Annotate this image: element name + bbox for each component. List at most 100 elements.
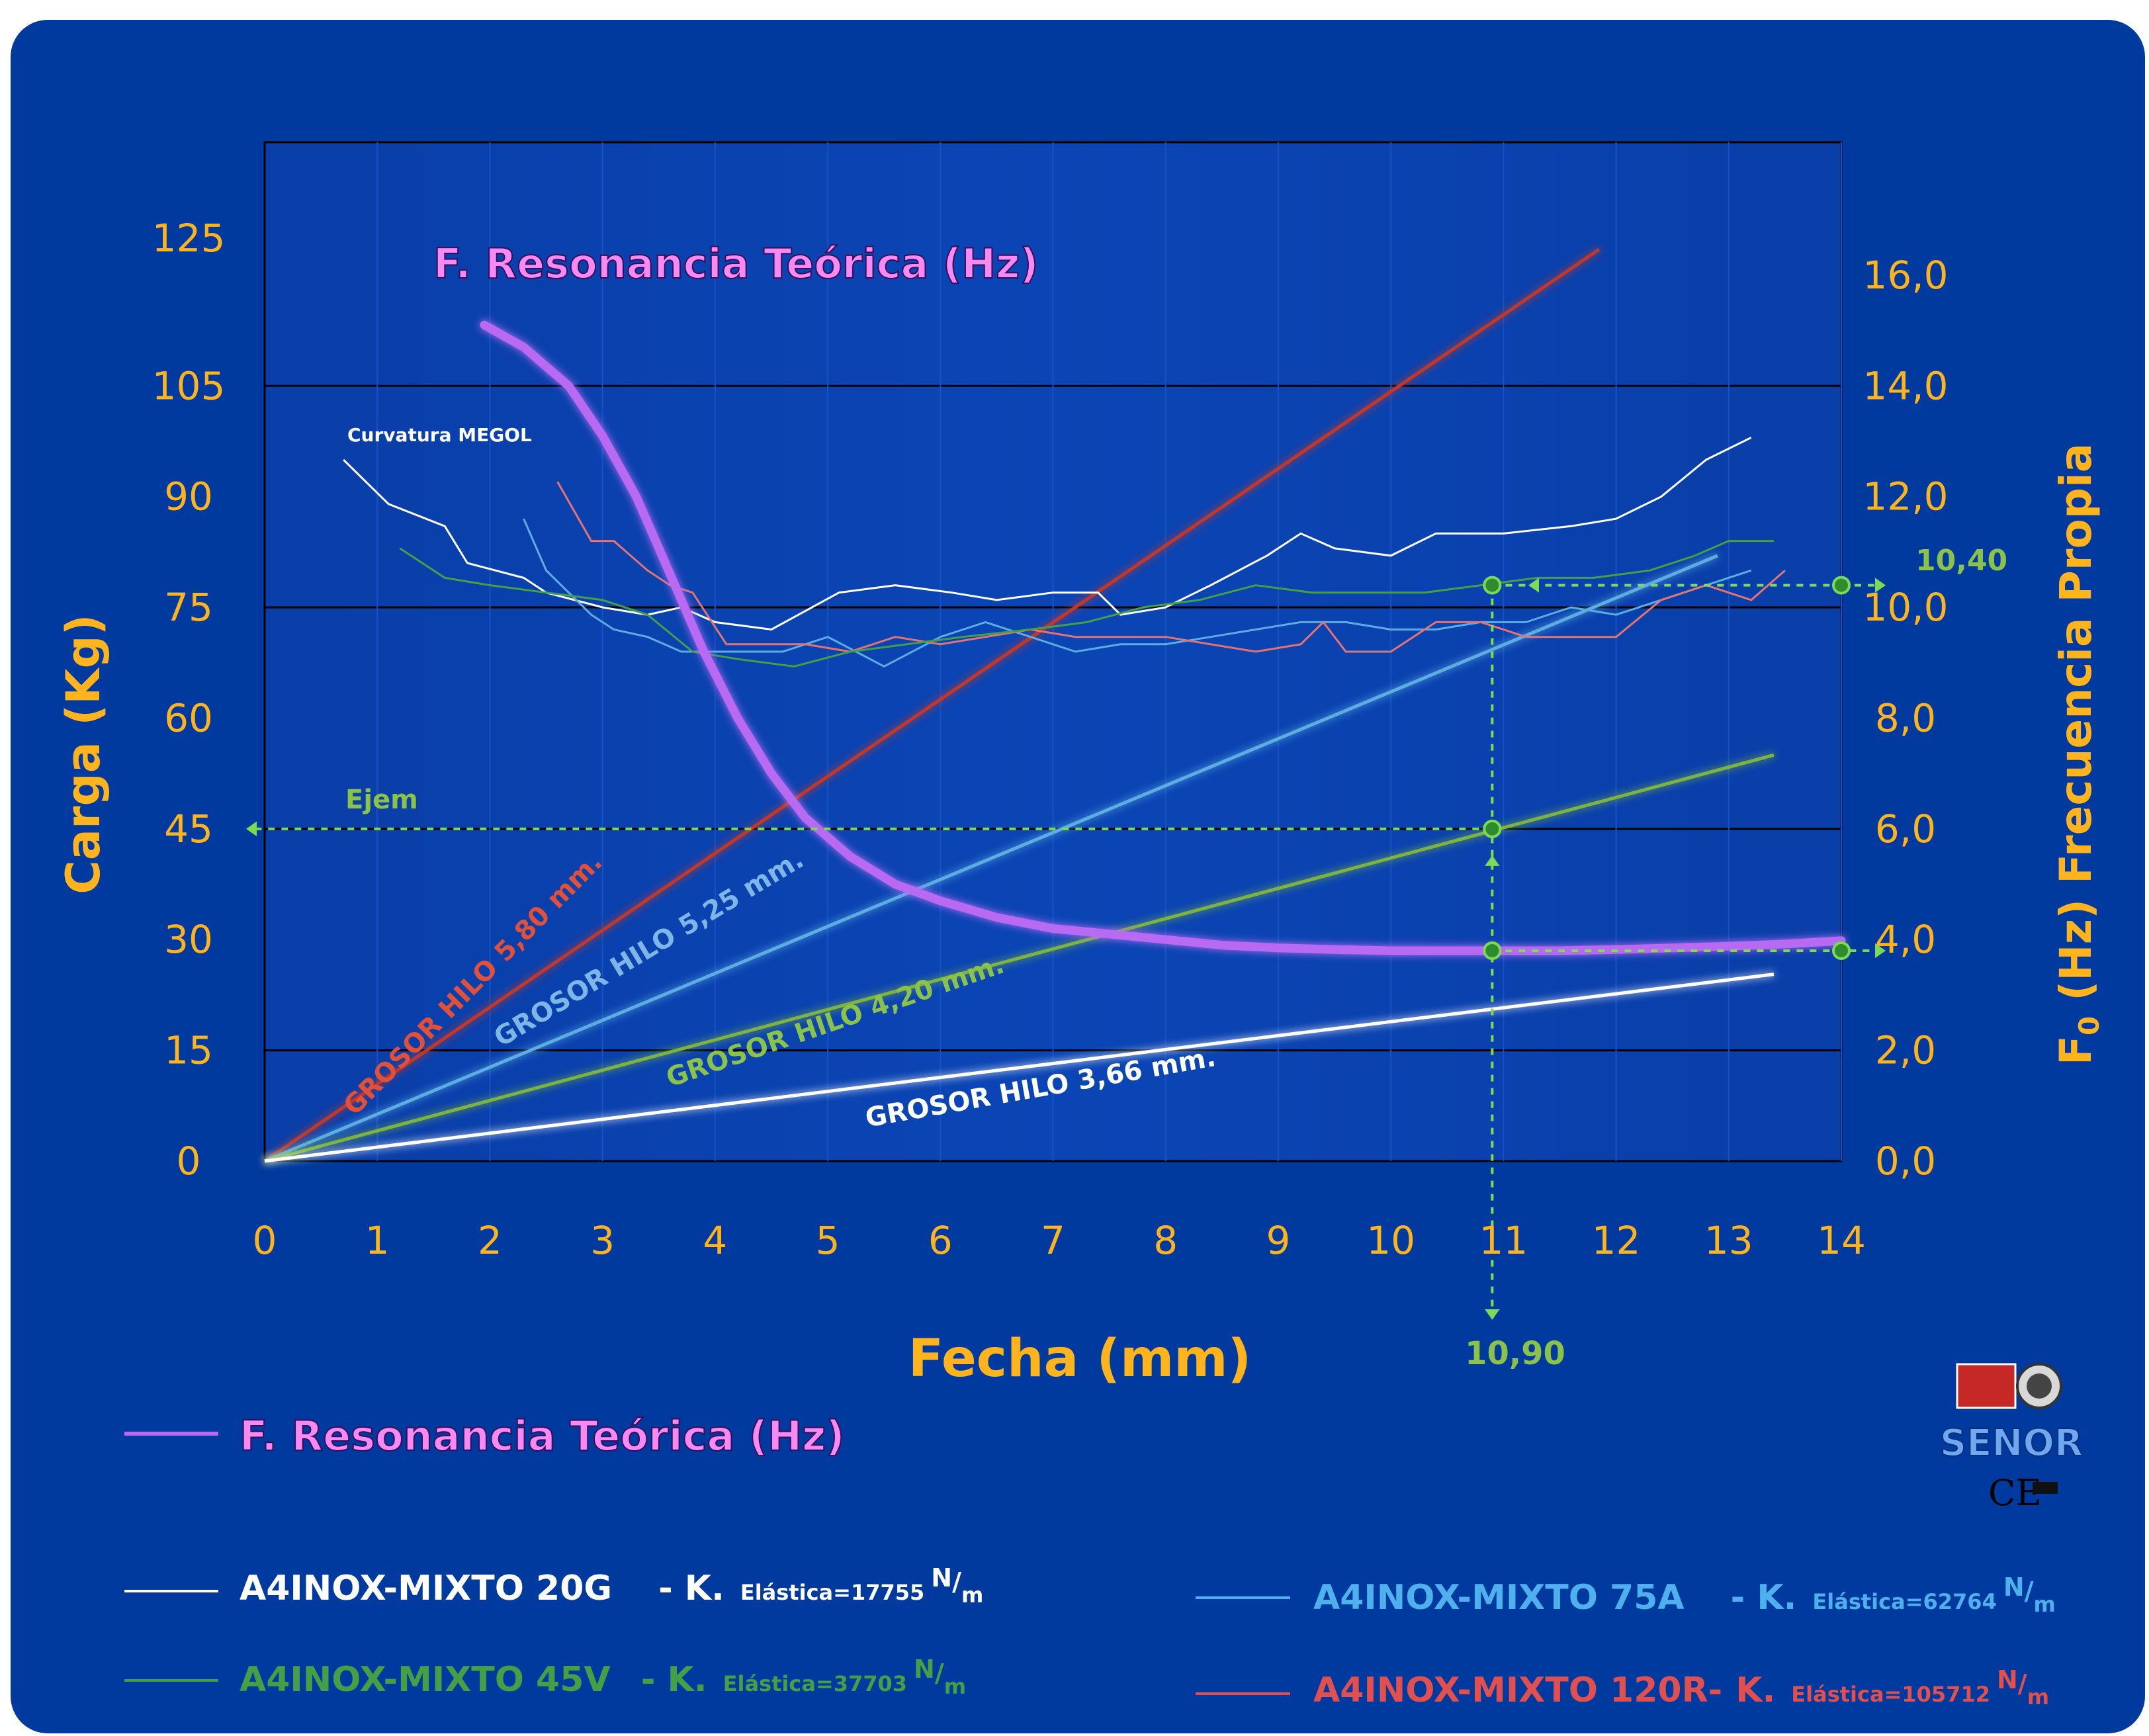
certification-logo: SENOR CE [1939,1363,2083,1514]
stiffness-line [263,247,1601,1163]
legend-unit-slash-120r: / [2018,1669,2027,1698]
y-right-tick-labels: 0,0 2,0 4,0 6,0 8,0 10,0 12,0 14,0 16,0 [1863,253,1948,1184]
legend-unit-sup-75a: N [2003,1573,2025,1602]
legend-unit-slash-20g: / [952,1567,961,1596]
legend-unit-sub-45v: m [944,1674,966,1699]
legend-k-45v: - K. [641,1660,707,1700]
y-right-tick-label: 10,0 [1863,585,1948,630]
curvature-line [523,518,1752,668]
x-tick-label: 9 [1266,1218,1290,1263]
legend-entry-75a: A4INOX-MIXTO 75A - K. Elástica=62764 N/m [1313,1573,2056,1618]
legend-name-45v: A4INOX-MIXTO 45V [240,1660,610,1700]
x-tick-label: 1 [365,1218,390,1263]
legend-name-120r: A4INOX-MIXTO 120R- [1313,1671,1722,1710]
y-right-tick-label: 6,0 [1875,806,1936,851]
legend-unit-sub-120r: m [2027,1684,2049,1710]
x-tick-label: 3 [590,1218,615,1263]
y-right-axis-label: F0 (Hz) Frecuencia Propia [2050,443,2105,1065]
y-right-tick-label: 4,0 [1875,917,1936,962]
y-right-tick-label: 0,0 [1875,1139,1936,1184]
legend-label-resonance: F. Resonancia Teórica (Hz) [240,1412,845,1460]
x-tick-label: 5 [816,1218,840,1263]
cert-seal-inner [2027,1373,2052,1399]
legend-k-20g: - K. [658,1569,724,1608]
y-right-tick-label: 8,0 [1875,695,1936,740]
legend-unit-sub-20g: m [961,1583,983,1608]
x-tick-label: 4 [703,1218,727,1263]
y-left-tick-label: 75 [164,585,213,630]
vertical-gridlines [376,142,1842,1161]
y-left-tick-label: 105 [152,363,226,408]
x-tick-labels: 0 1 2 3 4 5 6 7 8 9 10 11 12 13 14 [253,1218,1866,1263]
chart-title: F. Resonancia Teórica (Hz) [433,239,1039,288]
y-right-tick-label: 16,0 [1863,253,1948,298]
legend: F. Resonancia Teórica (Hz) A4INOX-MIXTO … [124,1411,2056,1710]
legend-unit-sup-20g: N [931,1563,952,1592]
legend-k-75a: - K. [1731,1578,1797,1618]
curvature-series [343,437,1786,668]
resonance-curve [480,320,1846,955]
legend-unit-sup-45v: N [914,1655,935,1684]
reading-point [1483,819,1502,838]
arrow-freq-left [1528,578,1539,593]
x-tick-label: 13 [1704,1218,1753,1263]
stiffness-lines [263,247,1775,1163]
curvatura-label: Curvatura MEGOL [347,424,532,446]
ce-mark-number [2033,1482,2058,1494]
legend-entry-20g: A4INOX-MIXTO 20G - K. Elástica=17755 N/m [240,1563,983,1608]
arrow-res-right [1875,943,1886,959]
x-tick-label: 10 [1366,1218,1415,1263]
x-tick-label: 6 [928,1218,953,1263]
x-tick-label: 11 [1479,1218,1528,1263]
y-left-tick-label: 90 [164,474,213,519]
legend-unit-slash-45v: / [935,1659,944,1688]
ejemplo-label: Ejem [345,785,418,815]
legend-unit-slash-75a: / [2025,1577,2034,1606]
legend-entry-120r: A4INOX-MIXTO 120R- K. Elástica=105712 N/m [1313,1665,2049,1710]
y-left-tick-label: 125 [152,216,226,261]
arrow-load [246,821,257,837]
y-right-axis-label-f: F [2050,1035,2101,1065]
legend-elastic-75a: Elástica=62764 [1812,1589,1996,1614]
arrow-x [1485,1309,1500,1320]
reading-annotations [246,576,1886,1320]
brand-name: SENOR [1940,1422,2083,1465]
reading-point [1832,941,1851,960]
x-read-value: 10,90 [1465,1335,1565,1372]
stiffness-line [264,753,1775,1163]
y-right-tick-label: 14,0 [1863,363,1948,408]
reading-point [1483,941,1502,960]
x-tick-label: 8 [1153,1218,1178,1263]
y-left-tick-label: 30 [164,917,213,962]
legend-entry-45v: A4INOX-MIXTO 45V - K. Elástica=37703 N/m [240,1655,966,1700]
y-left-tick-label: 60 [164,695,213,740]
y-left-tick-label: 45 [164,806,213,851]
legend-k-120r: K. [1735,1671,1775,1710]
resonance-curve-group [480,320,1846,955]
legend-elastic-120r: Elástica=105712 [1791,1682,1990,1707]
legend-elastic-20g: Elástica=17755 [740,1580,924,1605]
y-left-tick-label: 0 [177,1139,201,1184]
y-left-tick-labels: 0 15 30 45 60 75 90 105 125 [152,216,226,1184]
y-right-axis-label-rest: (Hz) Frecuencia Propia [2050,443,2101,1016]
legend-name-75a: A4INOX-MIXTO 75A [1313,1578,1685,1618]
legend-elastic-45v: Elástica=37703 [723,1671,907,1696]
freq-read-value: 10,40 [1915,544,2007,578]
reading-point [1483,576,1502,595]
arrow-up [1485,855,1500,866]
reading-point [1832,576,1851,595]
y-left-tick-label: 15 [164,1028,213,1073]
curvature-line [399,540,1774,668]
stiffness-line [264,554,1718,1163]
x-tick-label: 0 [253,1218,277,1263]
cert-badge-red [1956,1363,2017,1409]
y-right-tick-label: 2,0 [1875,1028,1936,1073]
legend-unit-sup-120r: N [1997,1665,2018,1694]
x-tick-label: 12 [1592,1218,1641,1263]
y-left-axis-label: Carga (Kg) [56,614,110,894]
arrow-freq-right [1875,578,1886,593]
legend-name-20g: A4INOX-MIXTO 20G [240,1569,612,1608]
curvature-line [556,481,1786,653]
y-right-tick-label: 12,0 [1863,474,1948,519]
